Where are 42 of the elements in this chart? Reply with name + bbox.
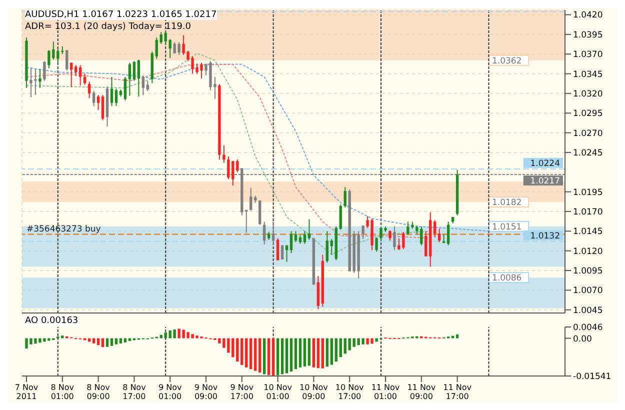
chart-title: AUDUSD,H1 1.0167 1.0223 1.0165 1.0217 — [25, 10, 217, 20]
y-tick-label: 1.0420 — [573, 10, 603, 21]
chart-title: AO 0.00163 — [25, 316, 78, 326]
x-tick-label: 8 Nov 01:00 — [50, 383, 74, 401]
text: ADR= 103.1 (20 days) Today= 119.0 — [25, 22, 192, 32]
y-tick-label: 1.0245 — [573, 148, 603, 158]
x-tick-label: 10 Nov 17:00 — [335, 383, 364, 401]
y-tick-label: 1.0145 — [573, 227, 603, 238]
x-tick-label: 8 Nov 17:00 — [122, 383, 146, 401]
y-tick-label: 1.0045 — [573, 306, 603, 316]
band-label: 1.0151 — [492, 222, 522, 232]
band-label: 1.0362 — [492, 56, 522, 66]
y-tick-label: 0.00 — [573, 334, 592, 344]
x-tick-label: 11 Nov 09:00 — [407, 383, 436, 401]
y-tick-label: 1.0195 — [573, 188, 603, 198]
y-tick-label: 1.0170 — [573, 207, 603, 218]
annotation: #356463273 buy — [26, 224, 101, 234]
x-tick-label: 8 Nov 09:00 — [86, 383, 110, 401]
ref-line-label: 1.0132 — [530, 231, 560, 242]
x-tick-label: 11 Nov 17:00 — [443, 383, 472, 401]
y-tick-label: 1.0395 — [573, 30, 603, 40]
x-tick-label: 9 Nov 01:00 — [158, 383, 182, 401]
y-tick-label: 1.0270 — [573, 128, 603, 139]
x-tick-label: 9 Nov 09:00 — [194, 383, 218, 401]
y-tick-label: 1.0370 — [573, 50, 603, 60]
y-tick-label: 1.0295 — [573, 109, 603, 120]
band-label: 1.0182 — [492, 198, 522, 208]
y-tick-label: 1.0070 — [573, 286, 603, 296]
ref-line-label: 1.0217 — [530, 176, 560, 186]
band-label: 1.0086 — [492, 274, 522, 284]
x-tick-label: 11 Nov 01:00 — [371, 383, 400, 401]
y-tick-label: 1.0320 — [573, 89, 603, 100]
y-tick-label: 1.0345 — [573, 70, 603, 80]
x-tick-label: 9 Nov 17:00 — [230, 383, 254, 401]
y-tick-label: -0.01541 — [573, 372, 612, 382]
y-tick-label: 1.0120 — [573, 246, 603, 257]
x-tick-label: 7 Nov 2011 — [14, 383, 38, 401]
x-tick-label: 10 Nov 01:00 — [264, 383, 292, 401]
y-tick-label: 1.0095 — [573, 266, 603, 277]
x-tick-label: 10 Nov 09:00 — [300, 383, 328, 401]
y-tick-label: 0.0046 — [573, 323, 603, 334]
ref-line-label: 1.0224 — [530, 158, 560, 169]
